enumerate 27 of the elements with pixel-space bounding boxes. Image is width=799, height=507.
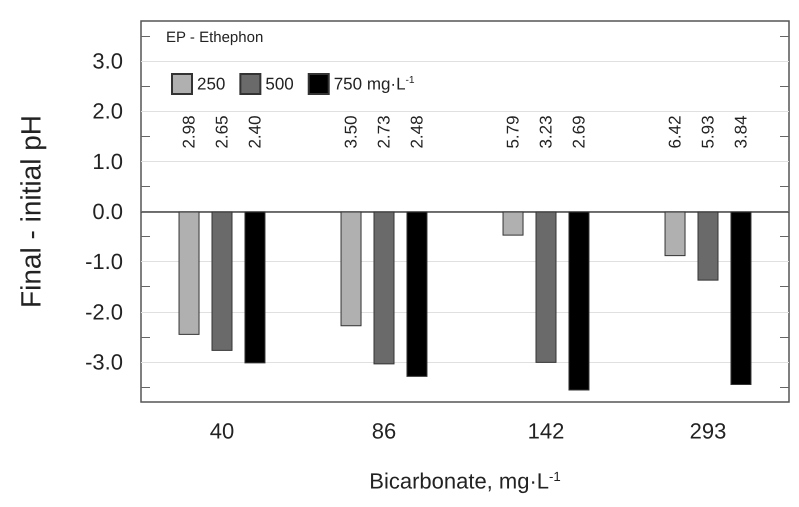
annotation: 2.98 xyxy=(180,115,199,149)
x-tick-label: 86 xyxy=(372,418,396,444)
y-tick-label: -1.0 xyxy=(85,249,123,274)
annotation: 6.42 xyxy=(666,115,685,149)
y-axis-title: Final - initial pH xyxy=(16,115,46,308)
annotation: 2.40 xyxy=(245,115,264,149)
x-tick-label: 293 xyxy=(690,418,726,444)
annotation: 5.93 xyxy=(698,115,718,149)
legend-label: 250 xyxy=(197,74,226,94)
y-tick-label: 1.0 xyxy=(92,148,123,174)
legend-title: EP - Ethephon xyxy=(166,29,264,46)
annotation: 3.84 xyxy=(731,115,750,149)
y-tick-label: -2.0 xyxy=(85,299,123,324)
y-tick-label: 0.0 xyxy=(92,199,123,224)
y-tick-label: -3.0 xyxy=(85,349,123,374)
annotation: 2.48 xyxy=(407,115,426,149)
y-tick-label: 2.0 xyxy=(92,98,123,124)
x-tick-label: 142 xyxy=(528,418,564,444)
annotation: 5.79 xyxy=(504,115,523,149)
annotation: 2.69 xyxy=(569,115,588,149)
annotation: 3.23 xyxy=(536,115,556,149)
annotation: 2.65 xyxy=(212,115,232,149)
legend-label: 500 xyxy=(265,74,294,94)
x-tick-label: 40 xyxy=(210,418,234,444)
y-tick-label: 3.0 xyxy=(92,48,123,74)
annotation: 3.50 xyxy=(342,115,361,149)
annotation: 2.73 xyxy=(374,115,394,149)
